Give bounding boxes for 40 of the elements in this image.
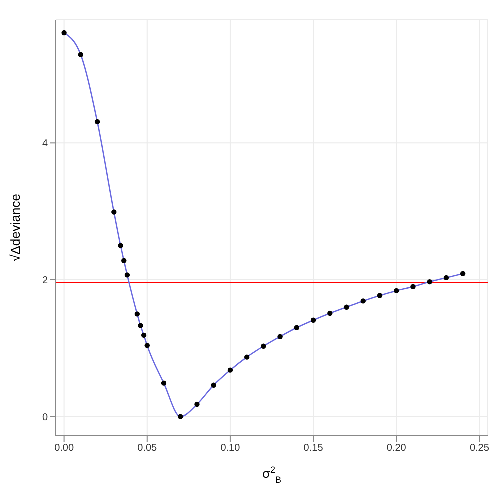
y-axis-title: √Δdeviance (8, 194, 23, 262)
point (122, 258, 127, 264)
point (78, 52, 84, 58)
x-tick-label: 0.25 (470, 443, 490, 454)
y-tick-label: 2 (42, 276, 48, 287)
point (134, 312, 140, 317)
point (394, 288, 400, 294)
point (328, 310, 333, 316)
x-tick-label: 0.15 (304, 443, 324, 454)
point (94, 119, 100, 125)
point (427, 279, 432, 285)
point (62, 30, 67, 36)
point (377, 293, 383, 298)
point (444, 275, 450, 281)
point (144, 343, 150, 348)
x-tick-label: 0.20 (386, 443, 407, 454)
point (310, 318, 316, 323)
point (194, 402, 200, 408)
point (178, 414, 184, 420)
y-tick-label: 4 (42, 138, 48, 150)
point (460, 271, 466, 276)
point (244, 354, 250, 360)
point (228, 368, 234, 373)
point (294, 325, 300, 330)
point (360, 298, 366, 304)
x-tick-label: 0.05 (138, 443, 158, 454)
x-tick-label: 0.00 (54, 443, 74, 454)
point (118, 243, 124, 248)
point (261, 344, 266, 349)
point (161, 380, 167, 386)
point (112, 210, 117, 215)
point (211, 382, 216, 388)
point (138, 323, 144, 328)
point (141, 332, 147, 338)
y-tick-label: 0 (42, 412, 48, 424)
x-tick-label: 0.10 (220, 443, 241, 454)
point (278, 334, 283, 340)
point (344, 304, 350, 310)
point (124, 272, 130, 278)
point (410, 284, 416, 290)
